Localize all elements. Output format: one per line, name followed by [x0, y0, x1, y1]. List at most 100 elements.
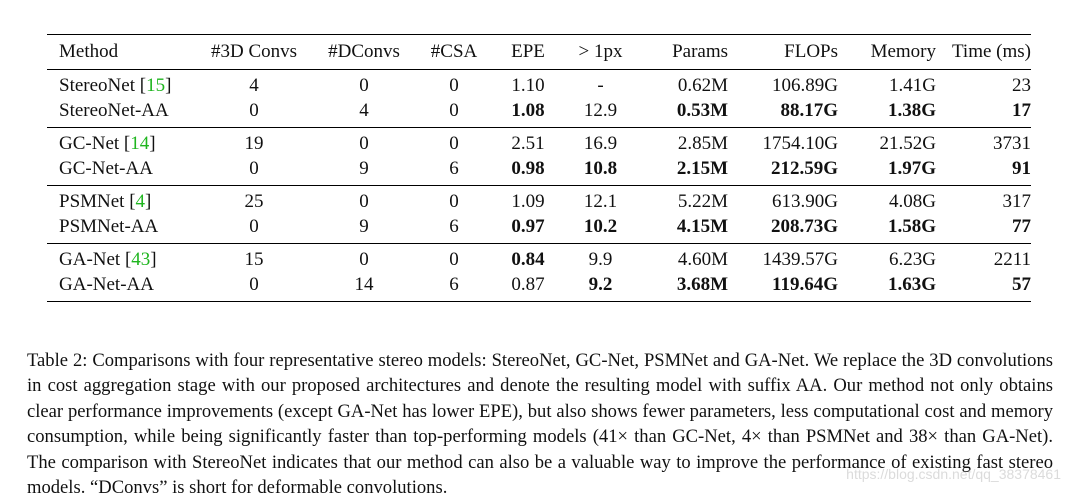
time-cell: 3731 — [993, 133, 1031, 154]
csa-cell: 0 — [449, 191, 459, 212]
flops-cell: 208.73G — [770, 215, 838, 237]
epe-cell: 1.08 — [511, 99, 545, 121]
table-row: PSMNet [4] 25 0 0 1.09 12.1 5.22M 613.90… — [47, 186, 1031, 215]
epe-cell: 1.09 — [511, 191, 545, 212]
conv3d-cell: 0 — [249, 99, 259, 121]
time-cell: 317 — [1002, 191, 1032, 212]
table-group-gcnet: GC-Net [14] 19 0 0 2.51 16.9 2.85M 1754.… — [47, 128, 1031, 186]
header-gt1px: > 1px — [578, 41, 623, 62]
csa-cell: 6 — [449, 157, 459, 179]
epe-cell: 0.87 — [511, 273, 545, 295]
params-cell: 4.15M — [676, 215, 728, 237]
gt1px-cell: 12.9 — [583, 99, 618, 121]
memory-cell: 1.58G — [887, 215, 936, 237]
memory-cell: 1.41G — [889, 75, 936, 96]
params-cell: 0.53M — [676, 99, 728, 121]
header-time: Time (ms) — [951, 41, 1031, 62]
flops-cell: 88.17G — [780, 99, 838, 121]
table-row: StereoNet-AA 0 4 0 1.08 12.9 0.53M 88.17… — [47, 99, 1031, 128]
time-cell: 2211 — [993, 249, 1031, 270]
csa-cell: 0 — [449, 99, 459, 121]
table-group-psmnet: PSMNet [4] 25 0 0 1.09 12.1 5.22M 613.90… — [47, 186, 1031, 244]
memory-cell: 6.23G — [889, 249, 936, 270]
memory-cell: 4.08G — [889, 191, 936, 212]
results-table-container: Method #3D Convs #DConvs #CSA EPE > 1px … — [47, 34, 1031, 302]
time-cell: 17 — [1012, 99, 1031, 121]
params-cell: 4.60M — [677, 249, 728, 270]
flops-cell: 106.89G — [772, 75, 838, 96]
epe-cell: 0.84 — [511, 249, 545, 270]
gt1px-cell: 12.1 — [583, 191, 618, 212]
method-name: GA-Net — [59, 249, 121, 270]
table-row: GC-Net-AA 0 9 6 0.98 10.8 2.15M 212.59G … — [47, 157, 1031, 186]
conv3d-cell: 0 — [249, 215, 259, 237]
gt1px-cell: 16.9 — [583, 133, 618, 154]
method-name: PSMNet-AA — [59, 215, 159, 237]
gt1px-cell: 10.8 — [583, 157, 618, 179]
method-cell: PSMNet [4] — [59, 191, 152, 212]
header-3d-convs: #3D Convs — [210, 41, 298, 62]
method-name: GA-Net-AA — [59, 273, 154, 295]
header-epe: EPE — [511, 41, 545, 62]
dconvs-cell: 4 — [359, 99, 369, 121]
conv3d-cell: 0 — [249, 157, 259, 179]
table-row: GA-Net [43] 15 0 0 0.84 9.9 4.60M 1439.5… — [47, 244, 1031, 273]
method-name: GC-Net — [59, 133, 120, 154]
header-row: Method #3D Convs #DConvs #CSA EPE > 1px … — [47, 34, 1031, 70]
flops-cell: 119.64G — [772, 273, 838, 295]
csa-cell: 0 — [449, 75, 459, 96]
csa-cell: 0 — [449, 133, 459, 154]
conv3d-cell: 15 — [244, 249, 264, 270]
method-name: StereoNet-AA — [59, 99, 169, 121]
time-cell: 91 — [1012, 157, 1031, 179]
table-group-ganet: GA-Net [43] 15 0 0 0.84 9.9 4.60M 1439.5… — [47, 244, 1031, 302]
conv3d-cell: 4 — [249, 75, 259, 96]
method-cell: GC-Net [14] — [59, 133, 156, 154]
conv3d-cell: 25 — [244, 191, 264, 212]
citation-link[interactable]: 4 — [135, 191, 146, 212]
table-row: StereoNet [15] 4 0 0 1.10 - 0.62M 106.89… — [47, 70, 1031, 99]
flops-cell: 1754.10G — [762, 133, 838, 154]
csa-cell: 0 — [449, 249, 459, 270]
gt1px-cell: 9.9 — [588, 249, 613, 270]
table-row: GC-Net [14] 19 0 0 2.51 16.9 2.85M 1754.… — [47, 128, 1031, 157]
header-flops: FLOPs — [784, 41, 838, 62]
dconvs-cell: 0 — [359, 75, 369, 96]
conv3d-cell: 19 — [244, 133, 264, 154]
dconvs-cell: 14 — [354, 273, 374, 295]
table-caption: Table 2: Comparisons with four represent… — [27, 349, 1053, 499]
time-cell: 23 — [1012, 75, 1031, 96]
time-cell: 77 — [1012, 215, 1031, 237]
epe-cell: 1.10 — [511, 75, 545, 96]
header-memory: Memory — [870, 41, 936, 62]
citation-link[interactable]: 43 — [131, 249, 151, 270]
epe-cell: 0.98 — [511, 157, 545, 179]
dconvs-cell: 9 — [359, 157, 369, 179]
params-cell: 3.68M — [676, 273, 728, 295]
table-group-stereonet: StereoNet [15] 4 0 0 1.10 - 0.62M 106.89… — [47, 70, 1031, 128]
conv3d-cell: 0 — [249, 273, 259, 295]
method-cell: StereoNet [15] — [59, 75, 172, 96]
citation-link[interactable]: 15 — [146, 75, 166, 96]
header-method: Method — [59, 41, 119, 62]
dconvs-cell: 9 — [359, 215, 369, 237]
header-csa: #CSA — [430, 41, 478, 62]
memory-cell: 1.63G — [887, 273, 936, 295]
gt1px-cell: 9.2 — [588, 273, 613, 295]
gt1px-cell: - — [597, 75, 604, 96]
time-cell: 57 — [1012, 273, 1031, 295]
citation-link[interactable]: 14 — [130, 133, 150, 154]
epe-cell: 0.97 — [511, 215, 545, 237]
memory-cell: 21.52G — [879, 133, 936, 154]
method-cell: GA-Net [43] — [59, 249, 157, 270]
gt1px-cell: 10.2 — [583, 215, 618, 237]
watermark-text: https://blog.csdn.net/qq_38378461 — [846, 466, 1061, 482]
results-table: Method #3D Convs #DConvs #CSA EPE > 1px … — [47, 34, 1031, 302]
epe-cell: 2.51 — [511, 133, 545, 154]
params-cell: 2.85M — [677, 133, 728, 154]
flops-cell: 212.59G — [770, 157, 838, 179]
method-name: GC-Net-AA — [59, 157, 153, 179]
memory-cell: 1.97G — [887, 157, 936, 179]
params-cell: 5.22M — [677, 191, 728, 212]
table-row: GA-Net-AA 0 14 6 0.87 9.2 3.68M 119.64G … — [47, 273, 1031, 302]
